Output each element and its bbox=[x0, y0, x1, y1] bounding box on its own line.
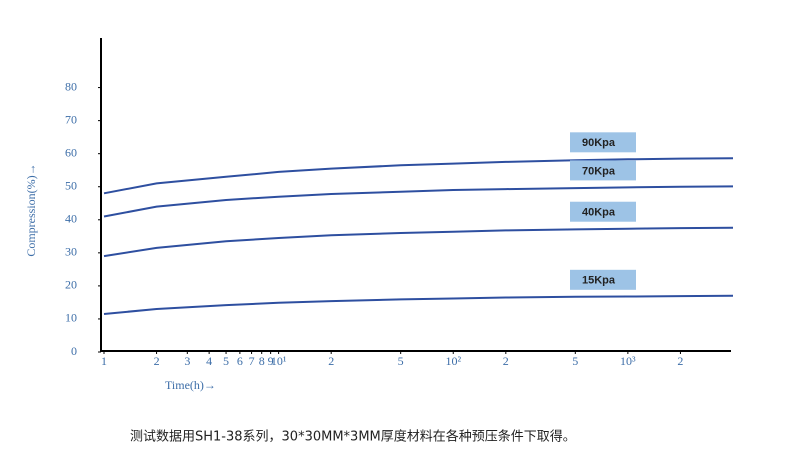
x-tick-label: 2 bbox=[328, 354, 334, 368]
x-tick-label: 5 bbox=[223, 354, 229, 368]
series-label-box bbox=[570, 160, 636, 181]
y-tick-label: 60 bbox=[65, 145, 77, 159]
x-tick-label: 10³ bbox=[620, 354, 636, 368]
x-tick-label: 5 bbox=[572, 354, 578, 368]
x-tick-label: 10¹ bbox=[271, 354, 287, 368]
series-label-box bbox=[570, 269, 636, 290]
series-line bbox=[103, 185, 734, 218]
y-axis-label: Compression(%)→ bbox=[24, 163, 38, 256]
series-label-box bbox=[570, 132, 636, 153]
series-label: 70Kpa bbox=[582, 165, 616, 177]
x-tick-label: 1 bbox=[101, 354, 107, 368]
y-tick-label: 10 bbox=[65, 311, 77, 325]
series-label-box bbox=[570, 201, 636, 222]
x-tick-label: 2 bbox=[503, 354, 509, 368]
x-tick-label: 2 bbox=[677, 354, 683, 368]
y-tick-label: 0 bbox=[71, 344, 77, 358]
caption: 测试数据用SH1-38系列，30*30MM*3MM厚度材料在各种预压条件下取得。 bbox=[130, 429, 576, 445]
x-tick-label: 10² bbox=[445, 354, 461, 368]
x-tick-label: 9 bbox=[268, 354, 274, 368]
x-tick-label: 3 bbox=[184, 354, 190, 368]
y-tick-label: 80 bbox=[65, 79, 77, 93]
x-tick-label: 2 bbox=[154, 354, 160, 368]
y-tick-label: 20 bbox=[65, 278, 77, 292]
x-tick-label: 4 bbox=[206, 354, 212, 368]
x-tick-label: 8 bbox=[259, 354, 265, 368]
series-label: 90Kpa bbox=[582, 137, 616, 149]
series-line bbox=[103, 226, 734, 258]
x-tick-label: 6 bbox=[237, 354, 243, 368]
x-axis-label: Time(h)→ bbox=[165, 378, 216, 392]
y-tick-label: 30 bbox=[65, 245, 77, 259]
x-tick-label: 7 bbox=[249, 354, 255, 368]
series-line bbox=[103, 157, 734, 195]
x-tick-label: 5 bbox=[398, 354, 404, 368]
y-tick-label: 50 bbox=[65, 178, 77, 192]
y-tick-label: 40 bbox=[65, 212, 77, 226]
y-tick-label: 70 bbox=[65, 112, 77, 126]
series-line bbox=[103, 294, 734, 315]
series-label: 40Kpa bbox=[582, 207, 616, 219]
series-label: 15Kpa bbox=[582, 275, 616, 287]
